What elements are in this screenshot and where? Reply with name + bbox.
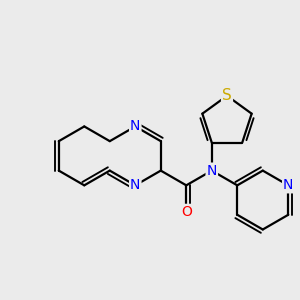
Text: O: O bbox=[181, 205, 192, 219]
Text: S: S bbox=[222, 88, 232, 103]
Text: N: N bbox=[283, 178, 293, 192]
Text: N: N bbox=[130, 178, 140, 192]
Text: N: N bbox=[207, 164, 217, 178]
Text: N: N bbox=[130, 119, 140, 134]
